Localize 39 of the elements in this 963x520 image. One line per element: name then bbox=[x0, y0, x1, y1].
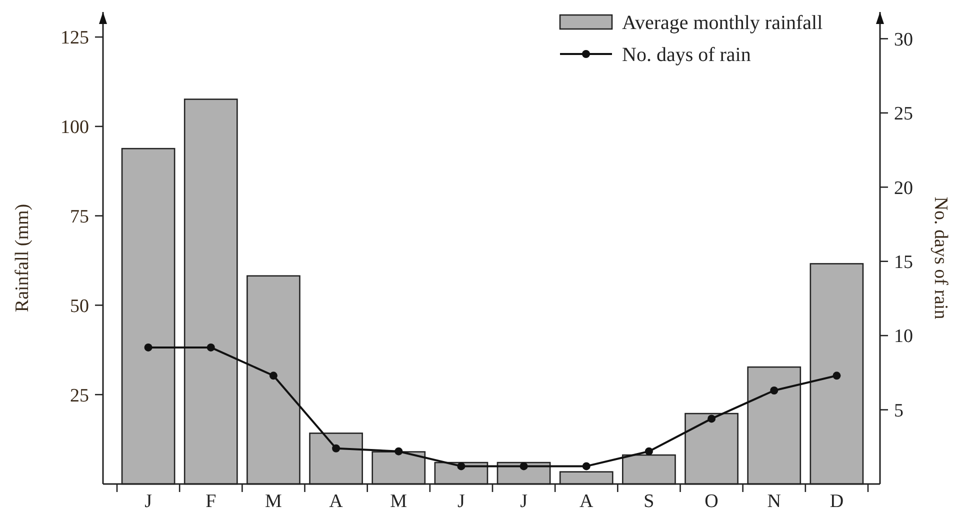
x-tick-label: M bbox=[265, 491, 282, 512]
point bbox=[644, 447, 653, 456]
point bbox=[520, 462, 528, 470]
point bbox=[457, 462, 466, 470]
y2-tick-label: 15 bbox=[894, 252, 913, 274]
x-tick-label: A bbox=[329, 491, 344, 512]
y2-tick-label: 30 bbox=[894, 29, 913, 50]
y2-tick-label: 5 bbox=[894, 400, 904, 422]
x-tick-label: M bbox=[390, 491, 408, 512]
x-tick-label: D bbox=[830, 491, 844, 512]
x-tick-label: J bbox=[144, 491, 152, 512]
point bbox=[708, 414, 716, 423]
point bbox=[832, 372, 841, 380]
x-tick-label: J bbox=[520, 491, 528, 512]
point bbox=[770, 386, 778, 394]
legend-label: No. days of rain bbox=[622, 44, 751, 66]
y-tick-label: 125 bbox=[60, 28, 89, 49]
point bbox=[394, 447, 403, 456]
y-tick-label: 75 bbox=[70, 206, 89, 228]
x-tick-label: F bbox=[206, 491, 216, 512]
x-tick-label: O bbox=[704, 491, 718, 512]
point bbox=[144, 343, 152, 352]
y-tick-label: 25 bbox=[70, 385, 89, 406]
y2-tick-label: 10 bbox=[894, 326, 913, 348]
y-tick-label: 100 bbox=[60, 117, 89, 138]
y-axis-title: Rainfall (mm) bbox=[12, 204, 33, 312]
x-tick-label: N bbox=[767, 491, 782, 512]
x-tick-label: S bbox=[644, 491, 654, 512]
legend-label: Average monthly rainfall bbox=[622, 12, 824, 34]
x-tick-label: A bbox=[580, 491, 594, 512]
y-tick-label: 50 bbox=[70, 296, 89, 317]
y2-axis-title: No. days of rain bbox=[930, 196, 951, 320]
point bbox=[206, 343, 215, 352]
point bbox=[332, 444, 340, 452]
x-tick-label: J bbox=[458, 491, 465, 512]
y2-tick-label: 25 bbox=[894, 104, 913, 125]
y2-tick-label: 20 bbox=[894, 178, 913, 199]
point bbox=[582, 462, 590, 470]
point bbox=[269, 372, 278, 380]
